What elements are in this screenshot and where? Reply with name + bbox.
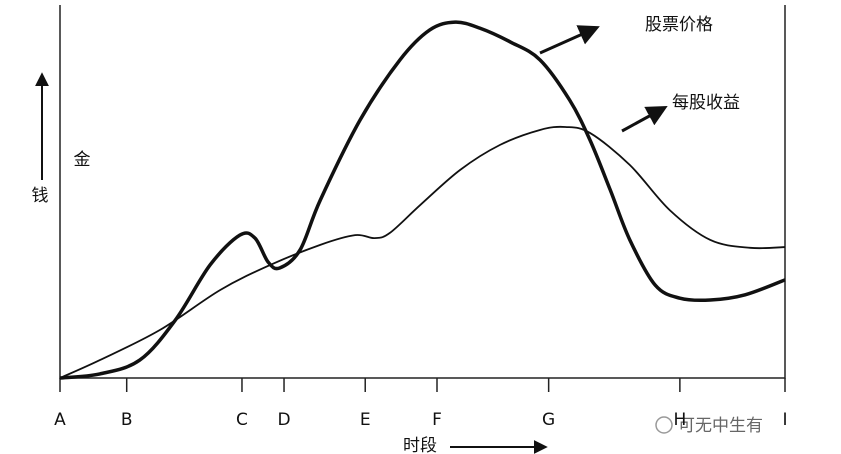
- series-line: [59, 125, 786, 379]
- x-tick-label: I: [782, 410, 787, 430]
- x-tick-label: D: [277, 410, 290, 430]
- x-tick-label: C: [236, 410, 248, 430]
- x-tick-label: G: [542, 410, 555, 430]
- legend-arrow: [539, 25, 600, 55]
- legend-label: 每股收益: [672, 93, 740, 113]
- x-tick-label: F: [432, 410, 442, 430]
- x-tick-label: E: [360, 410, 371, 430]
- legend-arrow: [621, 105, 668, 133]
- watermark: 可无中生有: [678, 416, 763, 436]
- watermark-icon: [655, 416, 673, 434]
- y-label: 钱: [32, 186, 49, 206]
- x-tick-label: H: [673, 410, 686, 430]
- axis-frame: [59, 5, 786, 379]
- x-tick-label: B: [121, 410, 133, 430]
- x-tick-label: A: [54, 410, 66, 430]
- series-line: [59, 20, 786, 380]
- x-label: 时段: [403, 436, 437, 454]
- annotation: 金: [74, 150, 91, 170]
- legend-label: 股票价格: [645, 15, 713, 35]
